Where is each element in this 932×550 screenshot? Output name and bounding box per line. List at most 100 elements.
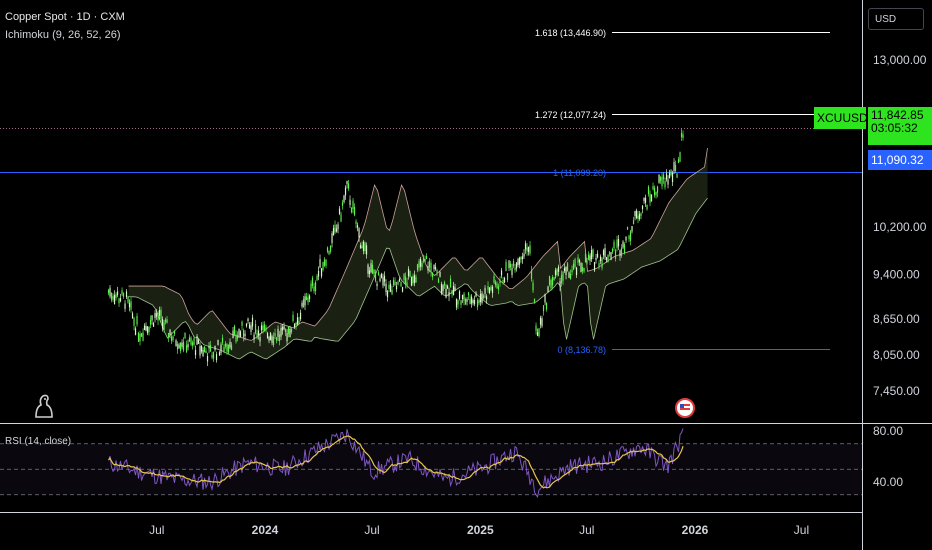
candle-body <box>646 204 648 210</box>
candle-body <box>173 330 176 334</box>
candle-body <box>389 283 392 292</box>
rsi-plot[interactable]: 80.00 40.00 <box>0 424 903 498</box>
candle-body <box>211 354 213 358</box>
candle-body <box>422 258 425 262</box>
candle-body <box>158 309 161 316</box>
candle-body <box>454 287 456 292</box>
candle-body <box>388 284 390 289</box>
candle-body <box>601 258 603 268</box>
candle-body <box>260 325 263 331</box>
candle-body <box>400 281 402 287</box>
candle-body <box>262 325 264 330</box>
candle-body <box>152 323 155 327</box>
candle-body <box>676 173 678 178</box>
candle-body <box>409 270 411 277</box>
candle-body <box>349 199 351 206</box>
candle-body <box>632 220 635 224</box>
candle-body <box>331 233 333 243</box>
candle-body <box>193 338 195 345</box>
tradingview-logo-icon[interactable] <box>33 393 55 419</box>
candle-body <box>311 277 314 286</box>
candle-body <box>137 333 140 342</box>
candle-body <box>499 279 501 284</box>
candle-body <box>226 344 228 352</box>
price-tick-label: 9,400.00 <box>873 268 920 282</box>
line-price-tag: 11,090.32 <box>868 150 932 170</box>
price-tick-label: 10,200.00 <box>873 220 927 234</box>
candle-body <box>410 277 413 286</box>
candle-body <box>614 250 617 259</box>
candle-body <box>125 291 128 297</box>
candle-body <box>586 260 588 264</box>
candle-body <box>644 197 647 203</box>
candle-body <box>548 275 551 285</box>
candle-body <box>223 347 225 352</box>
candle-body <box>200 345 203 352</box>
last-price: 11,842.85 <box>871 108 924 122</box>
candle-body <box>649 193 651 203</box>
candle-body <box>551 277 554 286</box>
candle-body <box>287 326 290 334</box>
candle-body <box>638 213 641 220</box>
candle-body <box>602 250 605 256</box>
candle-body <box>605 257 608 261</box>
candle-body <box>563 267 566 272</box>
candle-body <box>490 286 492 290</box>
candle-body <box>479 293 482 303</box>
candle-body <box>488 287 491 293</box>
candle-body <box>119 298 122 302</box>
candle-body <box>185 345 188 352</box>
candle-body <box>653 187 656 196</box>
indicator-label[interactable]: Ichimoku (9, 26, 52, 26) <box>5 29 121 41</box>
candle-body <box>304 296 306 306</box>
currency-button[interactable]: USD <box>868 8 924 30</box>
candle-body <box>376 283 378 287</box>
us-flag-icon[interactable] <box>675 398 695 418</box>
candle-body <box>359 245 362 249</box>
candle-body <box>305 296 308 301</box>
candle-body <box>265 327 267 331</box>
candle-body <box>415 277 417 283</box>
candle-body <box>148 326 150 332</box>
candle-body <box>436 269 438 274</box>
candle-body <box>680 132 683 138</box>
candle-body <box>352 200 354 209</box>
candle-body <box>629 231 632 241</box>
rsi-label[interactable]: RSI (14, close) <box>5 436 72 447</box>
candle-body <box>554 270 557 276</box>
candle-body <box>320 268 323 277</box>
candle-body <box>404 276 407 284</box>
candle-body <box>439 271 441 277</box>
candle-body <box>190 337 192 345</box>
candle-body <box>203 346 206 353</box>
time-tick-label: Jul <box>149 523 164 537</box>
candle-body <box>574 259 576 268</box>
candle-body <box>398 278 401 282</box>
candle-body <box>494 281 497 286</box>
candle-body <box>511 267 513 276</box>
candle-body <box>593 262 596 271</box>
candle-body <box>544 294 546 303</box>
candle-body <box>571 269 573 273</box>
candle-body <box>319 259 321 268</box>
price-plot[interactable]: 1.618 (13,446.90) 1.272 (12,077.24) 1 (11,… <box>0 28 862 367</box>
candle-body <box>317 270 320 277</box>
candle-body <box>179 342 182 351</box>
candle-body <box>412 275 414 284</box>
candle-body <box>589 255 591 261</box>
candle-body <box>214 346 216 351</box>
candle-body <box>191 342 194 346</box>
candle-body <box>473 299 476 305</box>
candle-body <box>299 312 302 320</box>
candle-body <box>347 183 350 189</box>
candle-body <box>380 273 383 279</box>
candle-body <box>515 262 518 269</box>
candle-body <box>425 256 428 259</box>
candle-body <box>134 328 137 335</box>
candle-body <box>224 343 227 347</box>
candle-body <box>547 286 549 293</box>
fib-label: 1.618 (13,446.90) <box>535 28 606 38</box>
candle-body <box>634 210 636 217</box>
candle-body <box>293 323 296 328</box>
